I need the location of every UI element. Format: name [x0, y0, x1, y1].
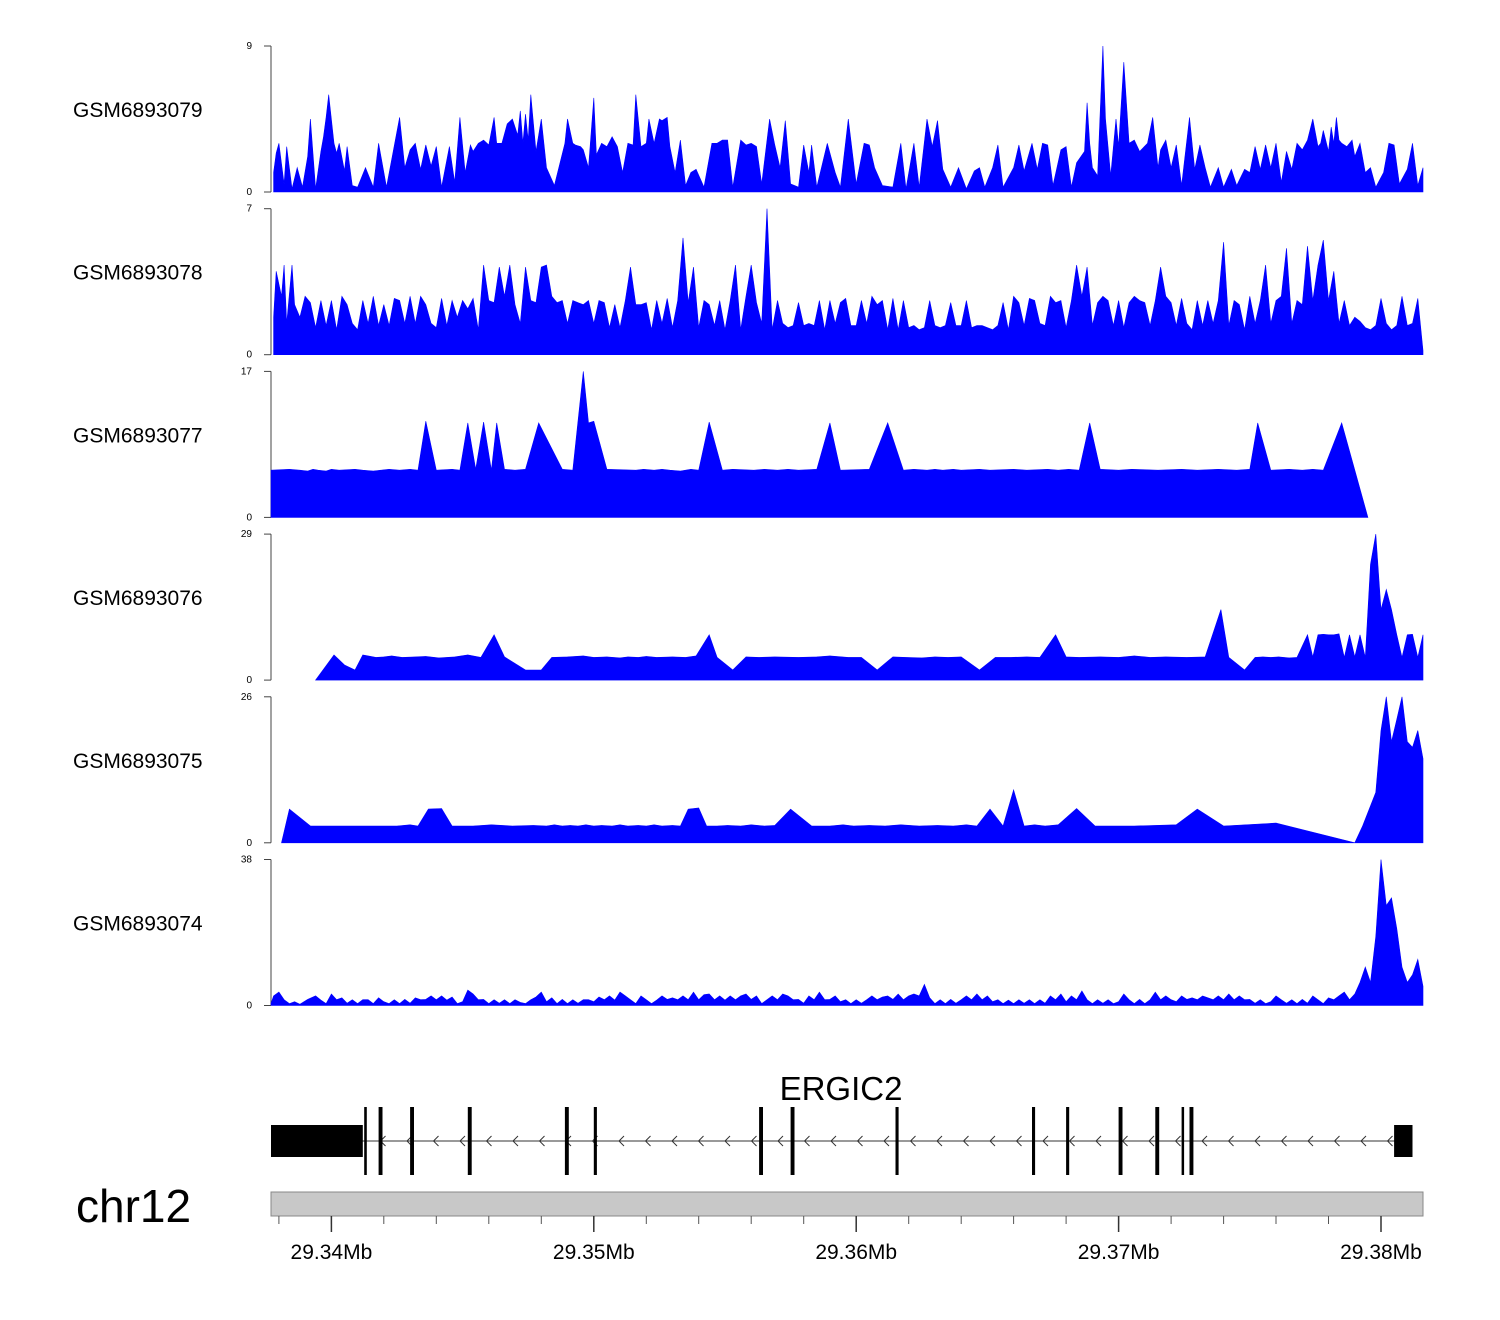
strand-arrow — [671, 1135, 678, 1147]
exon — [1118, 1107, 1123, 1175]
strand-arrow — [856, 1135, 863, 1147]
chromosome-label: chr12 — [76, 1180, 191, 1232]
strand-arrow — [883, 1135, 890, 1147]
exon — [364, 1107, 367, 1175]
track-label: GSM6893079 — [73, 99, 203, 122]
y-min-label: 0 — [246, 675, 252, 686]
strand-arrow — [936, 1135, 943, 1147]
chromosome-axis: chr12 29.34Mb 29.35Mb 29.36Mb 29.37Mb 29.38M… — [76, 1180, 1424, 1264]
strand-arrow — [1227, 1135, 1234, 1147]
exon — [410, 1107, 414, 1175]
coverage-area — [273, 45, 1424, 193]
track-label: GSM6893077 — [73, 424, 203, 447]
y-max-label: 9 — [246, 41, 252, 52]
track-gsm6893078: GSM6893078 7 0 — [73, 204, 1424, 361]
y-max-label: 26 — [241, 692, 253, 703]
gene-name-label: ERGIC2 — [780, 1070, 903, 1107]
y-max-label: 38 — [241, 855, 253, 866]
strand-arrow — [1148, 1135, 1155, 1147]
coverage-area — [270, 371, 1369, 518]
strand-arrow — [1015, 1135, 1022, 1147]
strand-arrow — [432, 1135, 439, 1147]
strand-arrow — [1254, 1135, 1261, 1147]
y-max-label: 29 — [241, 529, 253, 540]
exon — [759, 1107, 763, 1175]
strand-arrow — [459, 1135, 466, 1147]
strand-arrow — [909, 1135, 916, 1147]
coverage-area — [315, 534, 1424, 681]
coverage-tracks: GSM689307990GSM689307870GSM6893077170GSM… — [73, 41, 1424, 1012]
track-gsm6893074: GSM6893074 38 0 — [73, 855, 1424, 1012]
strand-arrow — [538, 1135, 545, 1147]
exon — [790, 1107, 795, 1175]
y-min-label: 0 — [246, 1001, 252, 1012]
exon — [895, 1107, 899, 1175]
strand-arrow — [512, 1135, 519, 1147]
track-gsm6893077: GSM6893077 17 0 — [73, 366, 1369, 523]
exon — [467, 1107, 472, 1175]
track-gsm6893079: GSM6893079 9 0 — [73, 41, 1424, 198]
coverage-area — [281, 696, 1424, 844]
track-label: GSM6893075 — [73, 750, 203, 773]
exon — [564, 1107, 569, 1175]
strand-arrow — [830, 1135, 837, 1147]
strand-arrow — [803, 1135, 810, 1147]
x-tick-label: 29.37Mb — [1078, 1241, 1160, 1264]
exon — [1189, 1107, 1194, 1175]
coverage-area — [273, 208, 1424, 355]
y-min-label: 0 — [246, 512, 252, 523]
strand-arrow — [697, 1135, 704, 1147]
strand-arrow — [989, 1135, 996, 1147]
strand-arrow — [1042, 1135, 1049, 1147]
exon — [1394, 1125, 1413, 1157]
exon — [1066, 1107, 1070, 1175]
track-gsm6893076: GSM6893076 29 0 — [73, 529, 1424, 686]
exon — [378, 1107, 383, 1175]
strand-arrow — [1333, 1135, 1340, 1147]
exon — [1032, 1107, 1036, 1175]
exon — [1155, 1107, 1160, 1175]
track-gsm6893075: GSM6893075 26 0 — [73, 692, 1424, 849]
strand-arrow — [1068, 1135, 1075, 1147]
strand-arrow — [1201, 1135, 1208, 1147]
strand-arrow — [777, 1135, 784, 1147]
track-label: GSM6893078 — [73, 262, 203, 285]
strand-arrow — [644, 1135, 651, 1147]
strand-arrow — [962, 1135, 969, 1147]
strand-arrow — [1174, 1135, 1181, 1147]
chromosome-bar — [270, 1191, 1424, 1217]
exon — [593, 1107, 597, 1175]
x-tick-label: 29.34Mb — [291, 1241, 373, 1264]
strand-arrow — [618, 1135, 625, 1147]
strand-arrow — [1386, 1135, 1393, 1147]
strand-arrow — [724, 1135, 731, 1147]
x-tick-label: 29.36Mb — [815, 1241, 897, 1264]
strand-arrow — [1095, 1135, 1102, 1147]
exon — [271, 1125, 363, 1157]
x-tick-label: 29.35Mb — [553, 1241, 635, 1264]
strand-arrow — [750, 1135, 757, 1147]
coverage-area — [270, 859, 1424, 1006]
y-max-label: 17 — [241, 366, 253, 377]
exon — [1181, 1107, 1185, 1175]
track-label: GSM6893076 — [73, 587, 203, 610]
y-max-label: 7 — [246, 204, 252, 215]
strand-arrow — [485, 1135, 492, 1147]
y-min-label: 0 — [246, 350, 252, 361]
strand-arrow — [1307, 1135, 1314, 1147]
track-label: GSM6893074 — [73, 913, 203, 936]
strand-arrow — [1360, 1135, 1367, 1147]
x-tick-label: 29.38Mb — [1340, 1241, 1422, 1264]
strand-arrow — [1280, 1135, 1287, 1147]
y-min-label: 0 — [246, 838, 252, 849]
gene-track: ERGIC2 — [271, 1070, 1413, 1175]
y-min-label: 0 — [246, 187, 252, 198]
